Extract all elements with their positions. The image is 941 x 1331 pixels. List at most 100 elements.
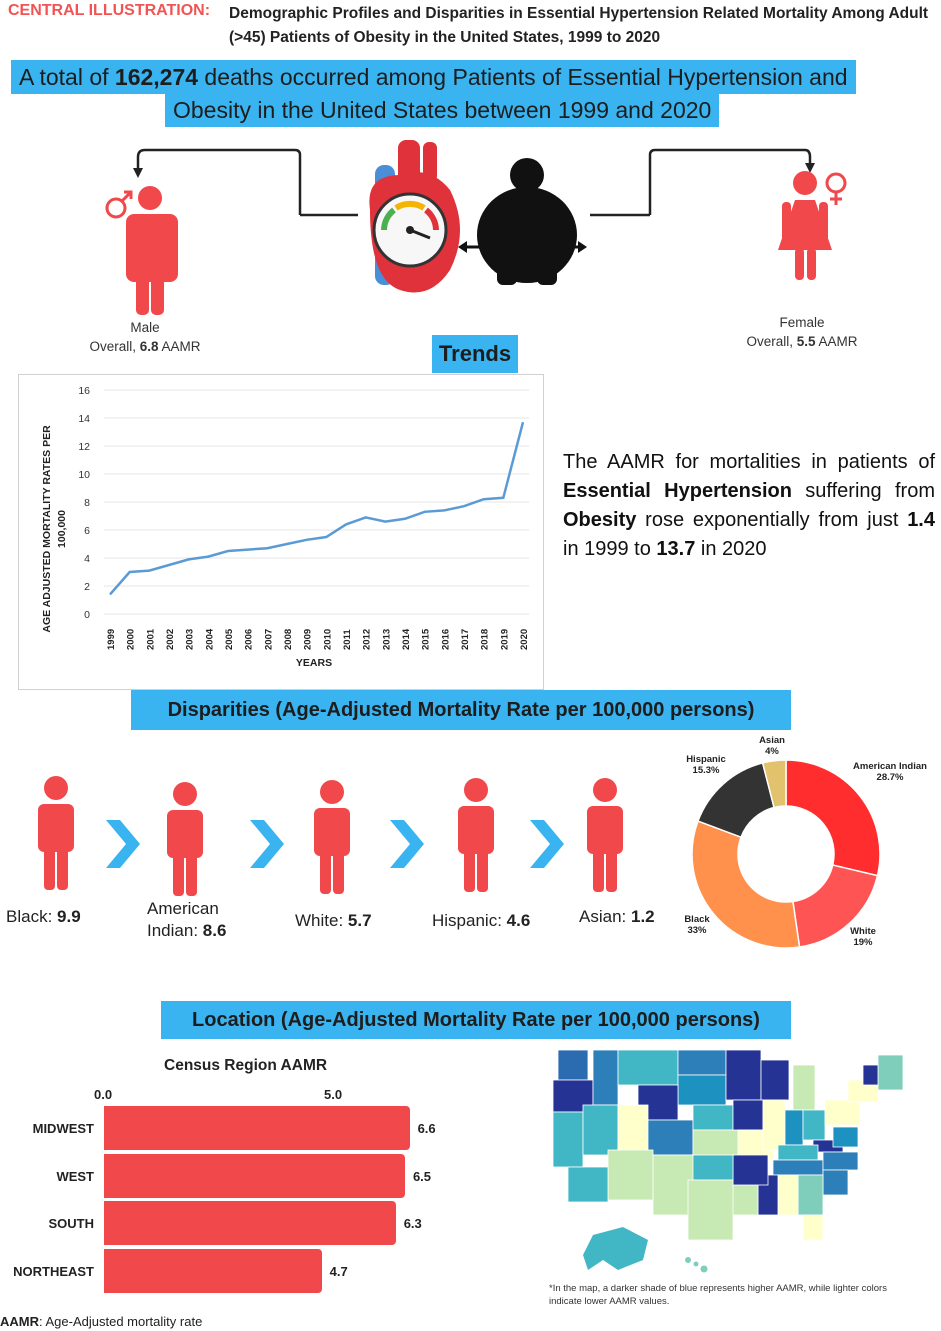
male-label: Male — [130, 320, 160, 335]
x-tick-label: 2000 — [126, 629, 137, 650]
map-state-wi — [760, 1059, 790, 1101]
map-state-co — [647, 1119, 694, 1156]
summary-line-1: A total of 162,274 deaths occurred among… — [11, 60, 856, 94]
pie-label-value: 28.7% — [876, 772, 904, 783]
region-axis-tick-0: 0.0 — [94, 1087, 113, 1102]
region-value-midwest: 6.6 — [417, 1121, 436, 1136]
trend-text-3: rose exponentially from just — [636, 509, 908, 531]
x-tick-label: 2010 — [322, 629, 333, 650]
pie-label-black: Black 33% — [675, 914, 719, 936]
trend-text-1: The AAMR for mortalities in patients of — [563, 451, 935, 473]
trend-start-value: 1.4 — [907, 509, 935, 531]
map-state-il — [762, 1099, 786, 1151]
race-value: 4.6 — [506, 911, 531, 930]
heart-gauge-icon — [369, 140, 460, 293]
map-state-ar — [732, 1154, 769, 1186]
map-state-me — [877, 1054, 904, 1091]
race-people-row — [38, 776, 623, 896]
male-symbol-icon — [105, 190, 133, 219]
pie-label-hispanic: Hispanic 15.3% — [680, 754, 732, 776]
pie-label-name: Hispanic — [686, 754, 726, 765]
female-connector-line — [648, 148, 812, 215]
region-axis-tick-5: 5.0 — [324, 1087, 343, 1102]
trend-text-5: in 2020 — [695, 538, 767, 560]
chevron-right-icon — [390, 820, 424, 868]
trend-text-2: suffering from — [791, 480, 935, 502]
female-label: Female — [779, 315, 825, 330]
summary-prefix: A total of — [19, 64, 115, 90]
map-state-az — [607, 1149, 654, 1201]
x-tick-label: 2001 — [145, 628, 156, 650]
person-icon-white — [314, 780, 350, 894]
race-value: 9.9 — [57, 907, 81, 926]
map-state-nm — [652, 1154, 694, 1216]
region-label-midwest: MIDWEST — [32, 1121, 94, 1136]
map-state-ia — [732, 1099, 764, 1131]
region-label-northeast: NORTHEAST — [13, 1263, 94, 1279]
male-aamr-unit: AAMR — [158, 339, 201, 354]
header-title: Demographic Profiles and Disparities in … — [229, 5, 929, 46]
map-state-ca-south — [567, 1166, 609, 1203]
x-tick-label: 2012 — [362, 629, 373, 650]
x-tick-label: 2007 — [263, 629, 274, 650]
summary-line-2: Obesity in the United States between 199… — [165, 94, 720, 127]
trend-line-chart: AGE ADJUSTED MORTALITY RATES PER 100,000… — [18, 374, 544, 690]
person-icon-asian — [587, 778, 623, 892]
x-tick-label: 2013 — [381, 629, 392, 650]
summary-total-deaths: 162,274 — [114, 64, 199, 90]
map-state-ak — [583, 1227, 648, 1270]
map-state-mi — [792, 1064, 816, 1111]
x-tick-label: 2008 — [283, 629, 294, 650]
map-state-ok — [687, 1154, 734, 1181]
race-label-asian: Asian: 1.2 — [579, 906, 655, 928]
map-note: *In the map, a darker shade of blue repr… — [549, 1283, 887, 1307]
pie-label-name: American Indian — [853, 761, 927, 772]
region-bar-west — [104, 1153, 405, 1198]
female-aamr-value: 5.5 — [796, 334, 816, 349]
map-state-ga — [797, 1174, 824, 1216]
male-connector-arrow — [133, 168, 143, 178]
x-tick-label: 2005 — [224, 628, 235, 650]
x-tick-label: 2006 — [244, 629, 255, 650]
y-axis-label: AGE ADJUSTED MORTALITY RATES PER — [41, 425, 53, 633]
header-label: CENTRAL ILLUSTRATION: — [8, 2, 211, 19]
male-connector-line — [136, 148, 302, 215]
region-bar-northeast — [104, 1248, 322, 1293]
pie-label-name: Black — [684, 914, 710, 925]
chevron-right-icon — [106, 820, 140, 868]
region-label-west: WEST — [56, 1168, 94, 1184]
y-tick-label: 4 — [84, 553, 90, 565]
x-tick-label: 2014 — [401, 628, 412, 650]
pie-label-value: 33% — [687, 925, 707, 936]
race-value: 8.6 — [202, 921, 227, 940]
footnote-term: AAMR — [0, 1314, 39, 1329]
x-tick-label: 2020 — [519, 629, 530, 650]
disparities-heading: Disparities (Age-Adjusted Mortality Rate… — [131, 690, 791, 730]
x-tick-label: 2003 — [185, 629, 196, 650]
race-value: 5.7 — [347, 911, 372, 930]
pie-label-value: 4% — [765, 746, 779, 757]
region-bar-midwest — [104, 1106, 410, 1150]
obesity-person-icon — [477, 158, 577, 285]
pie-label-name: White — [850, 926, 876, 937]
map-state-tn — [772, 1159, 824, 1176]
map-state-oh — [802, 1109, 826, 1141]
race-label-american-indian: American Indian: 8.6 — [147, 898, 226, 942]
map-state-ut — [617, 1104, 649, 1151]
trend-bold-hypertension: Essential Hypertension — [563, 480, 792, 502]
person-icon-black — [38, 776, 74, 890]
y-tick-label: 16 — [78, 385, 90, 397]
region-bar-south — [104, 1201, 396, 1245]
map-state-ca-north — [552, 1111, 584, 1168]
summary-suffix: deaths occurred among Patients of Essent… — [198, 64, 848, 90]
x-tick-label: 2018 — [480, 629, 491, 650]
trends-heading: Trends — [432, 335, 518, 373]
female-person-icon — [778, 171, 832, 280]
region-label-south: SOUTH — [48, 1216, 95, 1231]
race-donut-chart — [691, 759, 881, 949]
y-tick-label: 14 — [78, 413, 90, 425]
female-overall-prefix: Overall, — [746, 334, 797, 349]
chart-frame — [18, 374, 544, 690]
female-connector-arrow — [805, 163, 815, 173]
y-tick-label: 0 — [84, 609, 90, 621]
